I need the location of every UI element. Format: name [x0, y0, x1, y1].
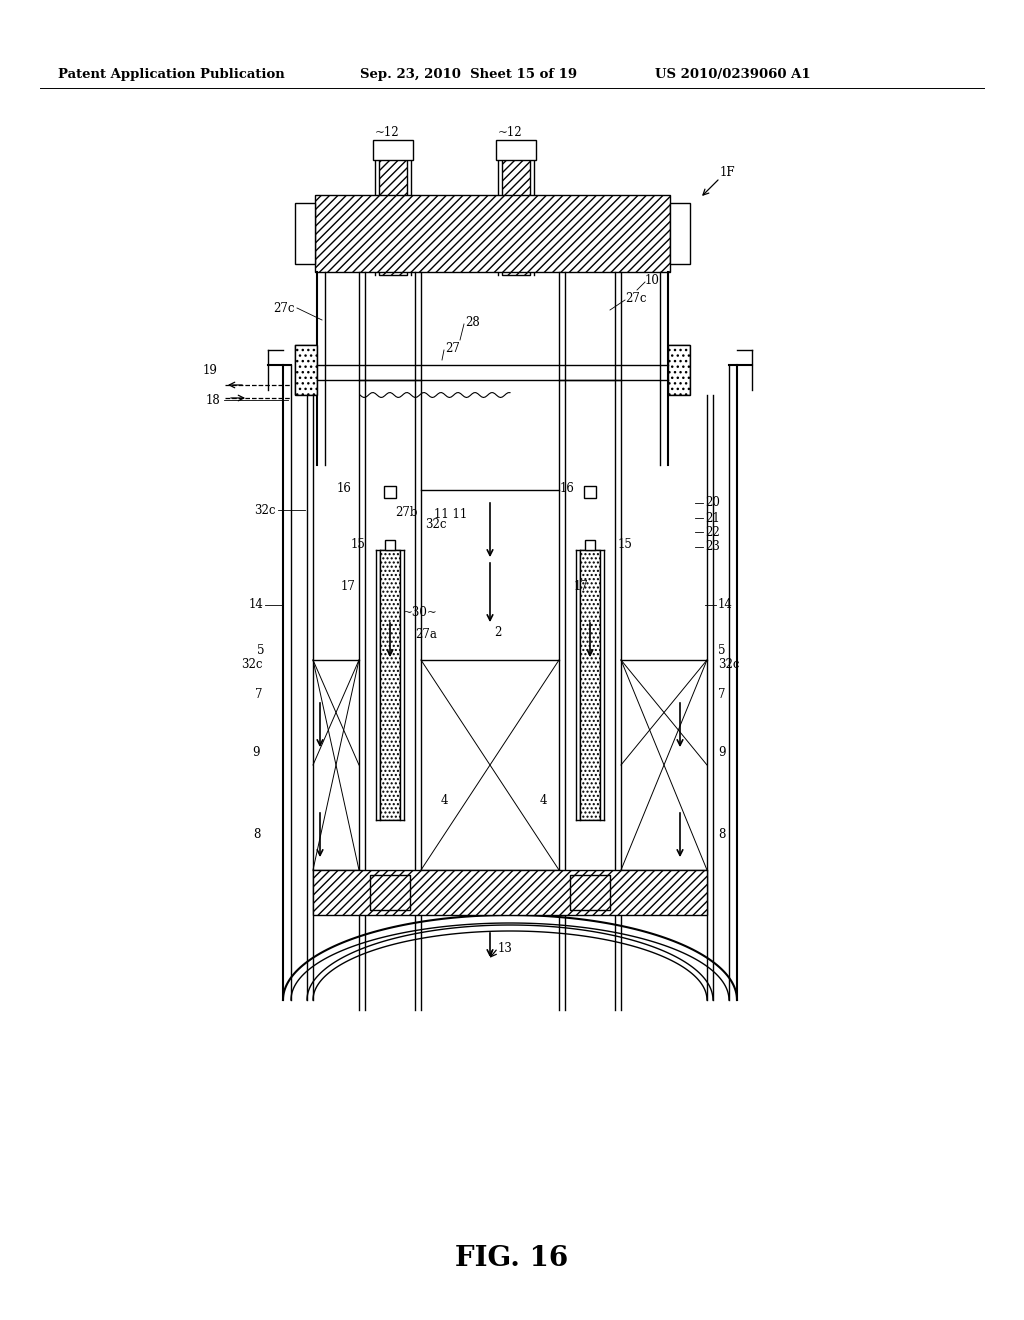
Text: 18: 18	[205, 393, 220, 407]
Text: 4: 4	[440, 793, 449, 807]
Text: 32c: 32c	[242, 659, 263, 672]
Bar	[373, 140, 413, 160]
Text: 10: 10	[645, 273, 659, 286]
Bar	[379, 148, 407, 275]
Text: 27c: 27c	[625, 292, 646, 305]
Text: 27b: 27b	[395, 506, 418, 519]
Text: FIG. 16: FIG. 16	[456, 1245, 568, 1272]
Bar	[295, 203, 315, 264]
Bar	[370, 875, 410, 909]
Text: 4: 4	[540, 793, 548, 807]
Text: 11 11: 11 11	[434, 508, 467, 521]
Bar	[502, 148, 530, 275]
Bar	[668, 345, 690, 395]
Text: 9: 9	[253, 747, 260, 759]
Text: Patent Application Publication: Patent Application Publication	[58, 69, 285, 81]
Text: 17: 17	[574, 581, 589, 594]
Text: 2: 2	[494, 626, 502, 639]
Bar	[384, 486, 396, 498]
Text: 17: 17	[341, 581, 356, 594]
Text: Sep. 23, 2010  Sheet 15 of 19: Sep. 23, 2010 Sheet 15 of 19	[360, 69, 578, 81]
Text: 19: 19	[203, 363, 218, 376]
Bar	[295, 345, 317, 395]
Bar	[670, 203, 690, 264]
Bar	[585, 540, 595, 550]
Text: 5: 5	[256, 644, 264, 656]
Text: 32c: 32c	[255, 503, 276, 516]
Text: 8: 8	[254, 829, 261, 842]
Text: 15: 15	[350, 539, 365, 552]
Text: 27c: 27c	[273, 301, 295, 314]
Text: 7: 7	[255, 689, 262, 701]
Bar	[313, 870, 707, 915]
Text: 21: 21	[705, 511, 720, 524]
Text: 20: 20	[705, 496, 720, 510]
Bar	[380, 550, 400, 820]
Text: 32c: 32c	[718, 659, 739, 672]
Text: 15: 15	[618, 539, 633, 552]
Bar	[385, 540, 395, 550]
Text: ~30~: ~30~	[403, 606, 438, 619]
Text: 16: 16	[560, 482, 574, 495]
Text: 14: 14	[248, 598, 263, 611]
Text: 16: 16	[337, 482, 352, 495]
Text: 22: 22	[705, 525, 720, 539]
Text: 32c: 32c	[426, 519, 447, 532]
Bar	[502, 148, 530, 275]
Text: US 2010/0239060 A1: US 2010/0239060 A1	[655, 69, 811, 81]
Bar	[315, 195, 670, 272]
Bar	[295, 345, 317, 395]
Bar	[313, 870, 707, 915]
Text: 7: 7	[718, 689, 725, 701]
Bar	[668, 345, 690, 395]
Text: 28: 28	[465, 315, 480, 329]
Text: 23: 23	[705, 540, 720, 553]
Bar	[315, 195, 670, 272]
Bar	[370, 875, 410, 909]
Text: ~12: ~12	[498, 127, 522, 140]
Bar	[496, 140, 536, 160]
Bar	[580, 550, 600, 820]
Bar	[584, 486, 596, 498]
Bar	[570, 875, 610, 909]
Bar	[570, 875, 610, 909]
Text: 13: 13	[498, 941, 513, 954]
Text: 9: 9	[718, 747, 725, 759]
Text: 8: 8	[718, 829, 725, 842]
Text: 27: 27	[445, 342, 460, 355]
Text: 1F: 1F	[720, 165, 735, 178]
Bar	[379, 148, 407, 275]
Text: 5: 5	[718, 644, 725, 656]
Text: ~12: ~12	[375, 127, 399, 140]
Text: 14: 14	[718, 598, 733, 611]
Text: 27a: 27a	[415, 628, 437, 642]
